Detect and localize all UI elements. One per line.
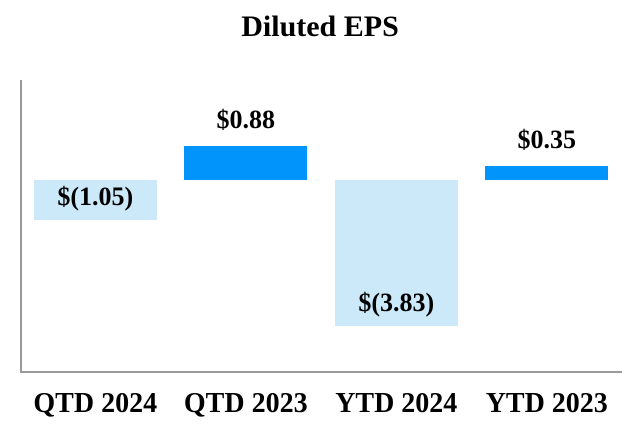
bar-qtd-2024: [33, 179, 157, 220]
x-axis-label-ytd-2023: YTD 2023: [485, 388, 608, 419]
x-axis-label-ytd-2024: YTD 2024: [335, 388, 458, 419]
y-axis-line: [20, 80, 22, 373]
data-label-qtd-2023: $0.88: [216, 104, 276, 134]
data-label-ytd-2023: $0.35: [517, 125, 577, 155]
data-label-ytd-2024: $(3.83): [358, 288, 435, 318]
x-axis-line: [20, 371, 622, 373]
x-axis-labels: QTD 2024 QTD 2023 YTD 2024 YTD 2023: [20, 388, 622, 422]
data-label-qtd-2024: $(1.05): [57, 181, 134, 211]
bar-qtd-2023: [184, 145, 308, 180]
chart-title: Diluted EPS: [241, 10, 399, 43]
x-axis-label-qtd-2024: QTD 2024: [33, 388, 158, 419]
plot-area: $(1.05) $0.88 $(3.83) $0.35: [20, 80, 622, 371]
x-axis-label-qtd-2023: QTD 2023: [183, 388, 308, 419]
bar-ytd-2023: [485, 166, 609, 180]
bar-ytd-2024: [334, 179, 458, 327]
